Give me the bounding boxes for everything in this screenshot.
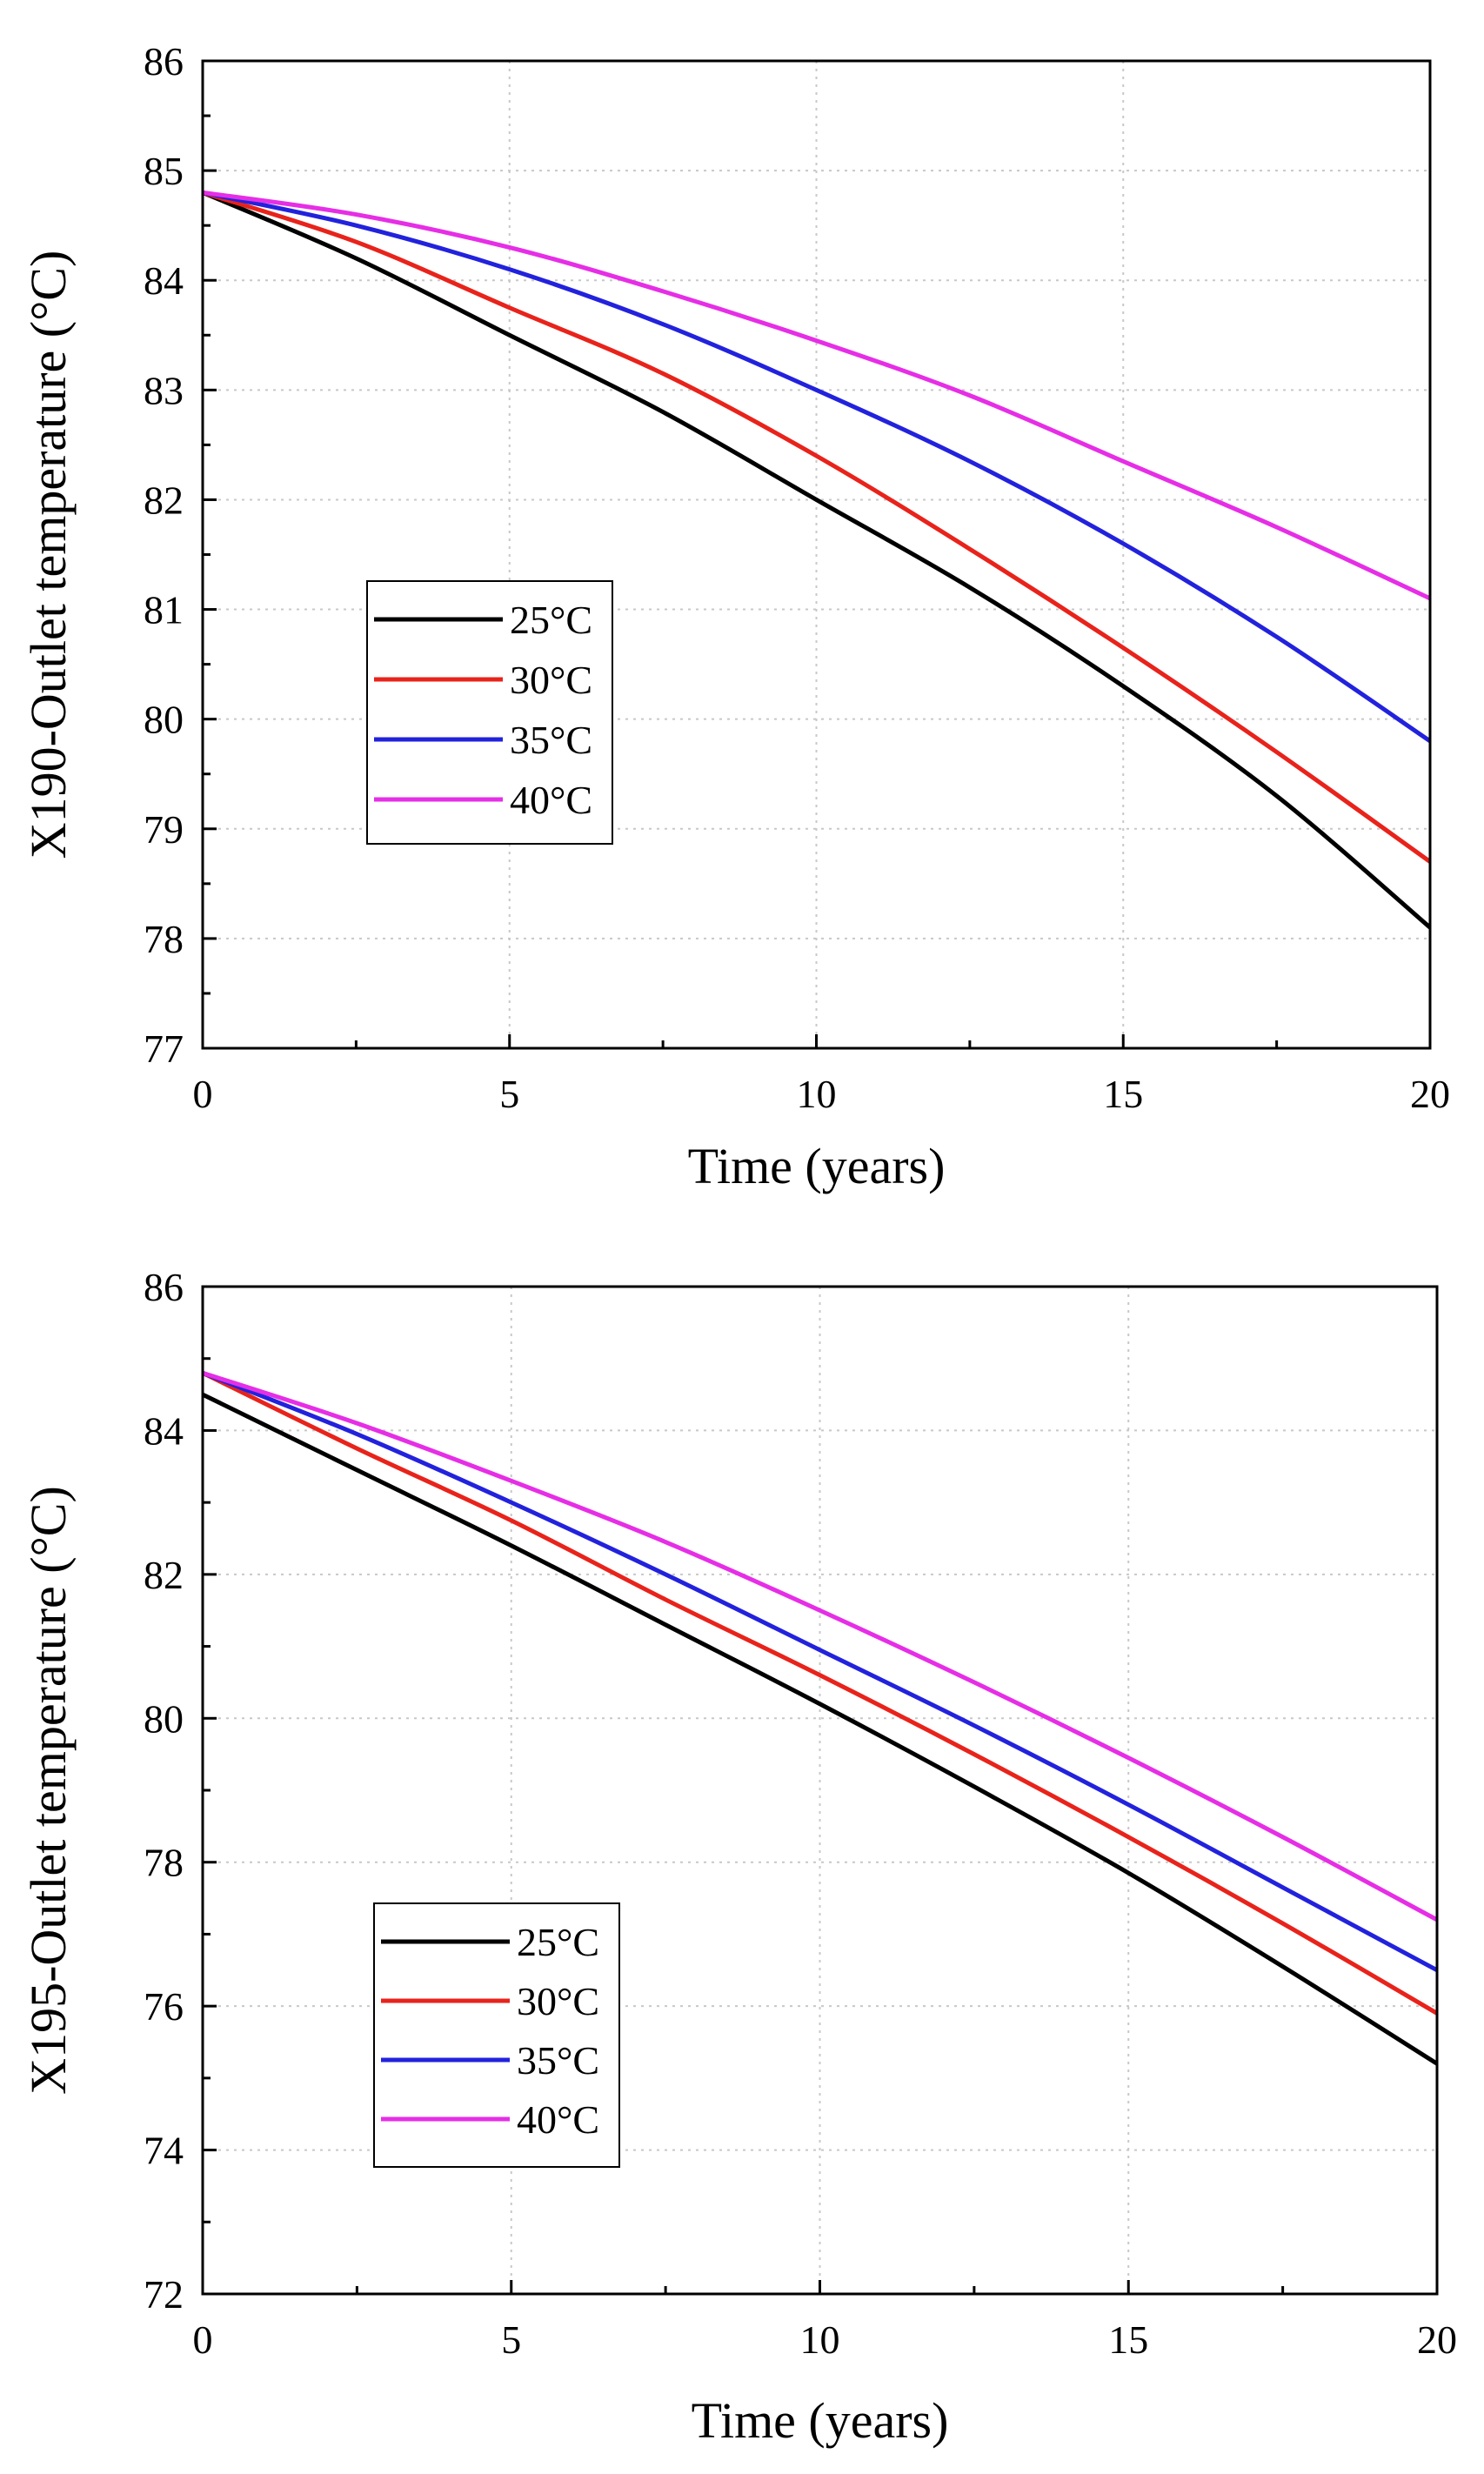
x190-ytick-label-6: 83 (144, 368, 184, 412)
x195-ytick-label-6: 84 (144, 1408, 184, 1453)
x190-xtick-label-1: 5 (499, 1072, 519, 1116)
x195-y-axis-title: X195-Outlet temperature (°C) (20, 1486, 77, 2095)
x190-ytick-label-2: 79 (144, 807, 184, 852)
x190-ytick-label-8: 85 (144, 149, 184, 193)
x195-series-line-40c (202, 1370, 1439, 1922)
x195-ytick-label-0: 72 (144, 2272, 184, 2317)
x190-ytick-label-7: 84 (144, 258, 184, 303)
x190-xtick-label-3: 15 (1103, 1072, 1143, 1116)
x195-ytick-label-2: 76 (144, 1984, 184, 2029)
x190-ytick-label-3: 80 (144, 698, 184, 742)
x195-ytick-label-7: 86 (144, 1265, 184, 1309)
x195-series-line-25c (201, 1392, 1439, 2066)
x195-xtick-label-3: 15 (1108, 2317, 1148, 2362)
x190-ytick-label-5: 82 (144, 478, 184, 522)
x190-xtick-label-2: 10 (797, 1072, 837, 1116)
chart-x195: 0 5 10 15 20 72 74 76 78 80 82 84 86 Time (years) X195… (0, 1227, 1484, 2474)
x195-ytick-label-1: 74 (144, 2129, 184, 2173)
x190-series-line-35c (202, 190, 1432, 743)
x190-legend-label-2: 35°C (510, 718, 592, 762)
x195-legend-label-0: 25°C (517, 1920, 599, 1964)
chart-x190: 0 5 10 15 20 77 78 79 80 81 82 83 84 85 86 Time (years)… (0, 0, 1484, 1227)
x195-xtick-label-1: 5 (501, 2317, 521, 2362)
chart-x195-svg: 0 5 10 15 20 72 74 76 78 80 82 84 86 Time (years) X195… (20, 1265, 1457, 2449)
x195-ytick-label-5: 82 (144, 1553, 184, 1597)
x190-series-line-40c (202, 190, 1432, 601)
x195-xtick-label-4: 20 (1417, 2317, 1457, 2362)
x195-legend-box (373, 1902, 620, 2168)
x190-xtick-label-4: 20 (1410, 1072, 1450, 1116)
x195-ytick-label-3: 78 (144, 1841, 184, 1885)
x195-legend-label-1: 30°C (517, 1979, 599, 2023)
x195-legend-label-3: 40°C (517, 2097, 599, 2142)
x195-legend-label-2: 35°C (517, 2038, 599, 2083)
x195-x-axis-title: Time (years) (692, 2392, 949, 2449)
x190-ytick-label-0: 77 (144, 1026, 184, 1071)
x195-ytick-label-4: 80 (144, 1696, 184, 1741)
x190-ytick-label-1: 78 (144, 917, 184, 961)
x190-series-line-25c (202, 191, 1432, 930)
x190-y-axis-title: X190-Outlet temperature (°C) (20, 251, 77, 859)
x190-legend-label-1: 30°C (510, 658, 592, 702)
chart-x190-svg: 0 5 10 15 20 77 78 79 80 81 82 83 84 85 86 Time (years)… (20, 39, 1450, 1194)
x190-series-line-30c (202, 190, 1432, 864)
x195-series-line-30c (201, 1371, 1439, 2016)
x190-ytick-label-9: 86 (144, 39, 184, 84)
x195-xtick-label-0: 0 (193, 2317, 213, 2362)
x195-xtick-label-2: 10 (800, 2317, 840, 2362)
x195-series-line-35c (202, 1370, 1439, 1972)
x190-legend-label-0: 25°C (510, 598, 592, 642)
x190-ytick-label-4: 81 (144, 588, 184, 632)
x190-xtick-label-0: 0 (193, 1072, 213, 1116)
x190-legend-label-3: 40°C (510, 778, 592, 822)
x190-x-axis-title: Time (years) (688, 1138, 946, 1194)
